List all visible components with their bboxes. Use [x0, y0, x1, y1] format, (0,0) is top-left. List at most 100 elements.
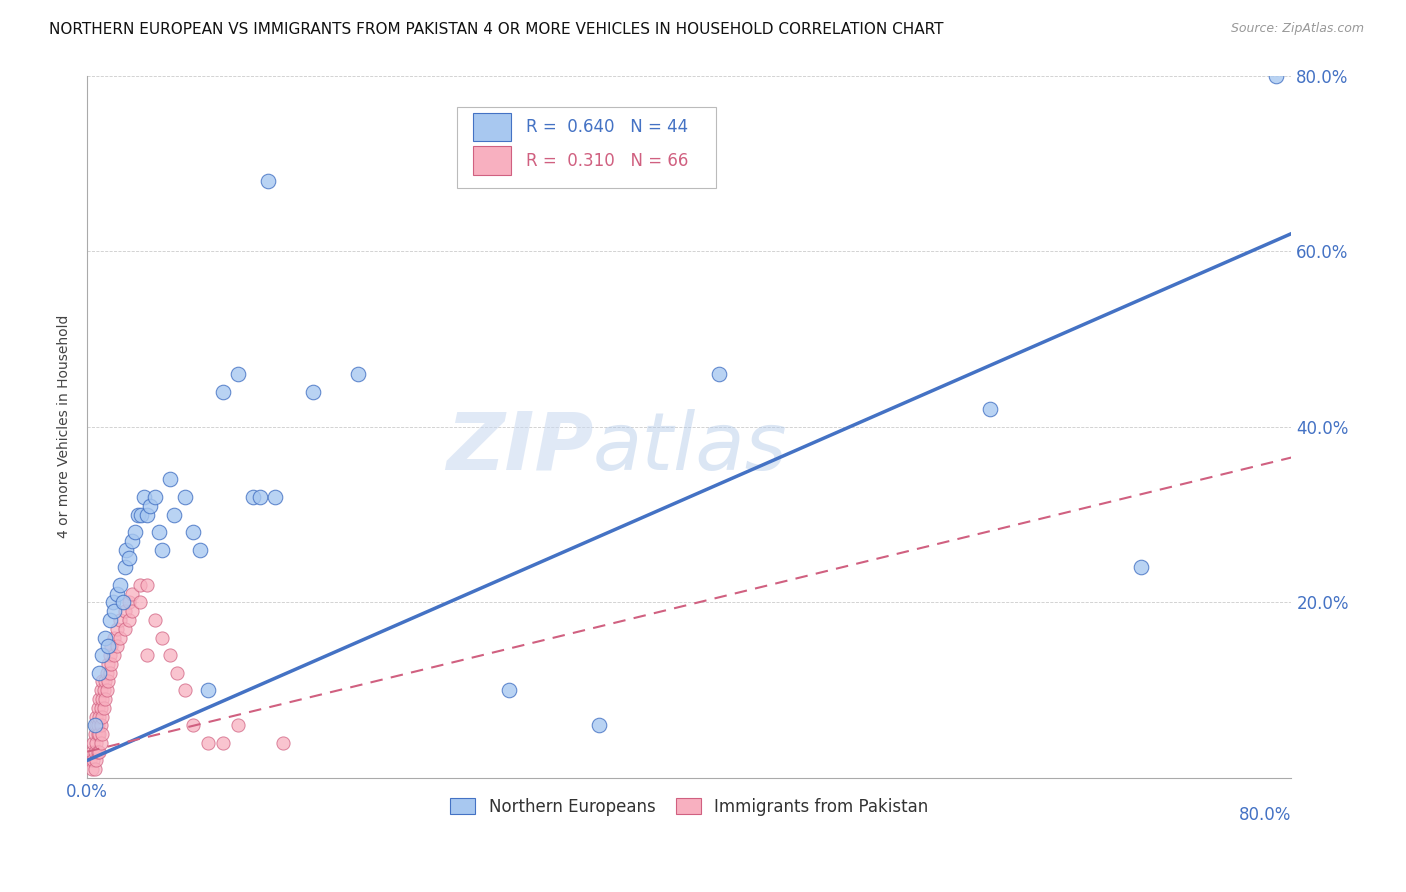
Text: 80.0%: 80.0%: [1239, 806, 1292, 824]
Point: [110, 631, 132, 645]
Point: [174, 683, 197, 698]
Point: [97, 674, 120, 689]
Point: [588, 718, 610, 732]
Point: [128, 595, 150, 609]
FancyBboxPatch shape: [472, 146, 510, 175]
Point: [498, 683, 520, 698]
Point: [93, 683, 115, 698]
Point: [143, 613, 166, 627]
Point: [226, 367, 249, 381]
Point: [139, 499, 162, 513]
Point: [103, 648, 125, 662]
Point: [143, 490, 166, 504]
Point: [91, 727, 114, 741]
Legend: Northern Europeans, Immigrants from Pakistan: Northern Europeans, Immigrants from Paki…: [444, 791, 935, 822]
Point: [97, 640, 120, 654]
Point: [226, 718, 249, 732]
Text: Source: ZipAtlas.com: Source: ZipAtlas.com: [1230, 22, 1364, 36]
Point: [302, 384, 325, 399]
Point: [91, 709, 114, 723]
Point: [105, 640, 128, 654]
Point: [110, 613, 132, 627]
Point: [271, 736, 294, 750]
Point: [118, 613, 141, 627]
Point: [174, 490, 197, 504]
Point: [211, 736, 233, 750]
Point: [1265, 69, 1288, 83]
Point: [90, 700, 112, 714]
Point: [86, 700, 108, 714]
Text: R =  0.310   N = 66: R = 0.310 N = 66: [526, 152, 688, 169]
FancyBboxPatch shape: [472, 112, 510, 141]
Point: [84, 718, 107, 732]
Point: [121, 604, 143, 618]
Point: [127, 508, 149, 522]
Point: [114, 622, 136, 636]
Text: ZIP: ZIP: [446, 409, 593, 487]
Point: [82, 754, 104, 768]
Point: [159, 472, 181, 486]
Point: [89, 665, 111, 680]
Point: [197, 736, 219, 750]
Point: [242, 490, 264, 504]
Point: [124, 525, 146, 540]
Point: [121, 586, 143, 600]
Point: [148, 525, 170, 540]
Y-axis label: 4 or more Vehicles in Household: 4 or more Vehicles in Household: [58, 315, 72, 539]
Point: [979, 402, 1001, 417]
Point: [128, 578, 150, 592]
Point: [89, 727, 111, 741]
Point: [136, 578, 159, 592]
Point: [97, 657, 120, 671]
Point: [709, 367, 731, 381]
Point: [82, 736, 104, 750]
Point: [98, 665, 121, 680]
Point: [118, 551, 141, 566]
Point: [91, 692, 114, 706]
Point: [80, 762, 103, 776]
Point: [115, 542, 138, 557]
Point: [159, 648, 181, 662]
Point: [136, 508, 159, 522]
FancyBboxPatch shape: [457, 107, 716, 188]
Point: [86, 745, 108, 759]
Point: [100, 640, 122, 654]
Point: [98, 648, 121, 662]
Point: [89, 709, 111, 723]
Point: [118, 595, 141, 609]
Point: [188, 542, 211, 557]
Point: [249, 490, 271, 504]
Text: atlas: atlas: [593, 409, 787, 487]
Text: R =  0.640   N = 44: R = 0.640 N = 44: [526, 118, 688, 136]
Point: [112, 595, 135, 609]
Point: [114, 604, 136, 618]
Point: [86, 727, 108, 741]
Point: [181, 525, 204, 540]
Point: [103, 604, 125, 618]
Point: [83, 718, 105, 732]
Point: [79, 754, 101, 768]
Point: [96, 683, 118, 698]
Point: [84, 736, 107, 750]
Point: [163, 508, 186, 522]
Point: [90, 736, 112, 750]
Point: [152, 542, 174, 557]
Point: [94, 631, 117, 645]
Point: [84, 754, 107, 768]
Point: [101, 595, 124, 609]
Point: [105, 586, 128, 600]
Point: [134, 490, 156, 504]
Point: [152, 631, 174, 645]
Point: [96, 665, 118, 680]
Point: [100, 657, 122, 671]
Point: [89, 692, 111, 706]
Point: [84, 709, 107, 723]
Point: [211, 384, 233, 399]
Point: [136, 648, 159, 662]
Point: [347, 367, 370, 381]
Point: [83, 745, 105, 759]
Point: [181, 718, 204, 732]
Point: [110, 578, 132, 592]
Point: [94, 692, 117, 706]
Point: [91, 674, 114, 689]
